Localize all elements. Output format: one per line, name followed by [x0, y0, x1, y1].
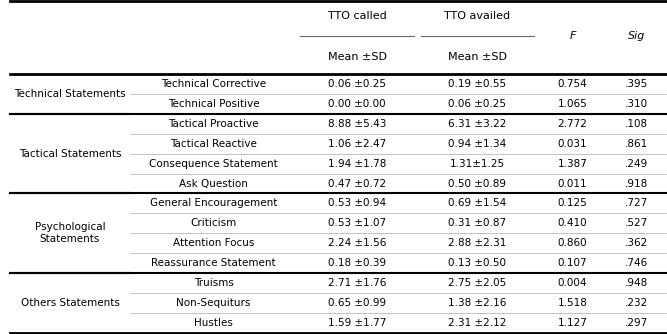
Text: 0.00 ±0.00: 0.00 ±0.00	[328, 99, 386, 109]
Text: Attention Focus: Attention Focus	[173, 238, 254, 248]
Text: .727: .727	[625, 198, 648, 208]
Text: 1.59 ±1.77: 1.59 ±1.77	[328, 318, 386, 328]
Text: 0.107: 0.107	[558, 258, 587, 268]
Text: F: F	[570, 31, 576, 41]
Text: .948: .948	[625, 278, 648, 288]
Text: Psychological
Statements: Psychological Statements	[35, 222, 105, 244]
Text: .746: .746	[625, 258, 648, 268]
Text: 1.06 ±2.47: 1.06 ±2.47	[328, 139, 386, 149]
Text: TTO called: TTO called	[327, 11, 386, 21]
Text: .297: .297	[625, 318, 648, 328]
Text: Tactical Reactive: Tactical Reactive	[170, 139, 257, 149]
Text: 0.53 ±0.94: 0.53 ±0.94	[328, 198, 386, 208]
Text: 0.13 ±0.50: 0.13 ±0.50	[448, 258, 506, 268]
Text: Tactical Statements: Tactical Statements	[19, 149, 121, 159]
Text: 0.65 ±0.99: 0.65 ±0.99	[328, 298, 386, 308]
Text: 0.06 ±0.25: 0.06 ±0.25	[328, 79, 386, 89]
Text: .527: .527	[625, 218, 648, 228]
Text: .249: .249	[625, 159, 648, 169]
Text: 6.31 ±3.22: 6.31 ±3.22	[448, 119, 507, 129]
Text: 0.31 ±0.87: 0.31 ±0.87	[448, 218, 506, 228]
Text: 1.065: 1.065	[558, 99, 588, 109]
Text: Hustles: Hustles	[194, 318, 233, 328]
Text: 8.88 ±5.43: 8.88 ±5.43	[328, 119, 386, 129]
Text: 2.772: 2.772	[558, 119, 588, 129]
Text: 0.50 ±0.89: 0.50 ±0.89	[448, 179, 506, 189]
Text: Sig: Sig	[628, 31, 645, 41]
Text: 0.125: 0.125	[558, 198, 588, 208]
Text: 1.387: 1.387	[558, 159, 588, 169]
Text: Mean ±SD: Mean ±SD	[448, 52, 507, 62]
Text: Mean ±SD: Mean ±SD	[327, 52, 387, 62]
Text: 2.71 ±1.76: 2.71 ±1.76	[328, 278, 386, 288]
Text: .108: .108	[625, 119, 648, 129]
Text: 1.127: 1.127	[558, 318, 588, 328]
Text: Technical Statements: Technical Statements	[14, 89, 126, 99]
Text: Consequence Statement: Consequence Statement	[149, 159, 278, 169]
Text: 0.69 ±1.54: 0.69 ±1.54	[448, 198, 506, 208]
Text: 0.53 ±1.07: 0.53 ±1.07	[328, 218, 386, 228]
Text: 2.24 ±1.56: 2.24 ±1.56	[328, 238, 386, 248]
Text: Others Statements: Others Statements	[21, 298, 119, 308]
Text: General Encouragement: General Encouragement	[150, 198, 277, 208]
Text: 1.518: 1.518	[558, 298, 588, 308]
Text: 0.94 ±1.34: 0.94 ±1.34	[448, 139, 506, 149]
Text: 0.011: 0.011	[558, 179, 587, 189]
Text: 0.754: 0.754	[558, 79, 588, 89]
Text: 0.004: 0.004	[558, 278, 587, 288]
Text: Criticism: Criticism	[190, 218, 237, 228]
Text: 0.860: 0.860	[558, 238, 587, 248]
Text: Truisms: Truisms	[193, 278, 233, 288]
Text: Ask Question: Ask Question	[179, 179, 248, 189]
Text: TTO availed: TTO availed	[444, 11, 510, 21]
Text: .310: .310	[625, 99, 648, 109]
Text: 0.47 ±0.72: 0.47 ±0.72	[328, 179, 386, 189]
Text: 2.88 ±2.31: 2.88 ±2.31	[448, 238, 507, 248]
Text: .395: .395	[625, 79, 648, 89]
Text: .918: .918	[625, 179, 648, 189]
Text: 0.031: 0.031	[558, 139, 587, 149]
Text: 0.06 ±0.25: 0.06 ±0.25	[448, 99, 506, 109]
Text: Technical Positive: Technical Positive	[167, 99, 259, 109]
Text: Technical Corrective: Technical Corrective	[161, 79, 266, 89]
Text: 2.31 ±2.12: 2.31 ±2.12	[448, 318, 507, 328]
Text: Non-Sequiturs: Non-Sequiturs	[176, 298, 251, 308]
Text: 2.75 ±2.05: 2.75 ±2.05	[448, 278, 506, 288]
Text: .861: .861	[625, 139, 648, 149]
Text: 1.38 ±2.16: 1.38 ±2.16	[448, 298, 507, 308]
Text: 0.410: 0.410	[558, 218, 587, 228]
Text: .232: .232	[625, 298, 648, 308]
Text: Tactical Proactive: Tactical Proactive	[168, 119, 259, 129]
Text: 0.19 ±0.55: 0.19 ±0.55	[448, 79, 506, 89]
Text: 1.31±1.25: 1.31±1.25	[450, 159, 505, 169]
Text: 0.18 ±0.39: 0.18 ±0.39	[328, 258, 386, 268]
Text: Reassurance Statement: Reassurance Statement	[151, 258, 276, 268]
Text: .362: .362	[625, 238, 648, 248]
Text: 1.94 ±1.78: 1.94 ±1.78	[328, 159, 386, 169]
